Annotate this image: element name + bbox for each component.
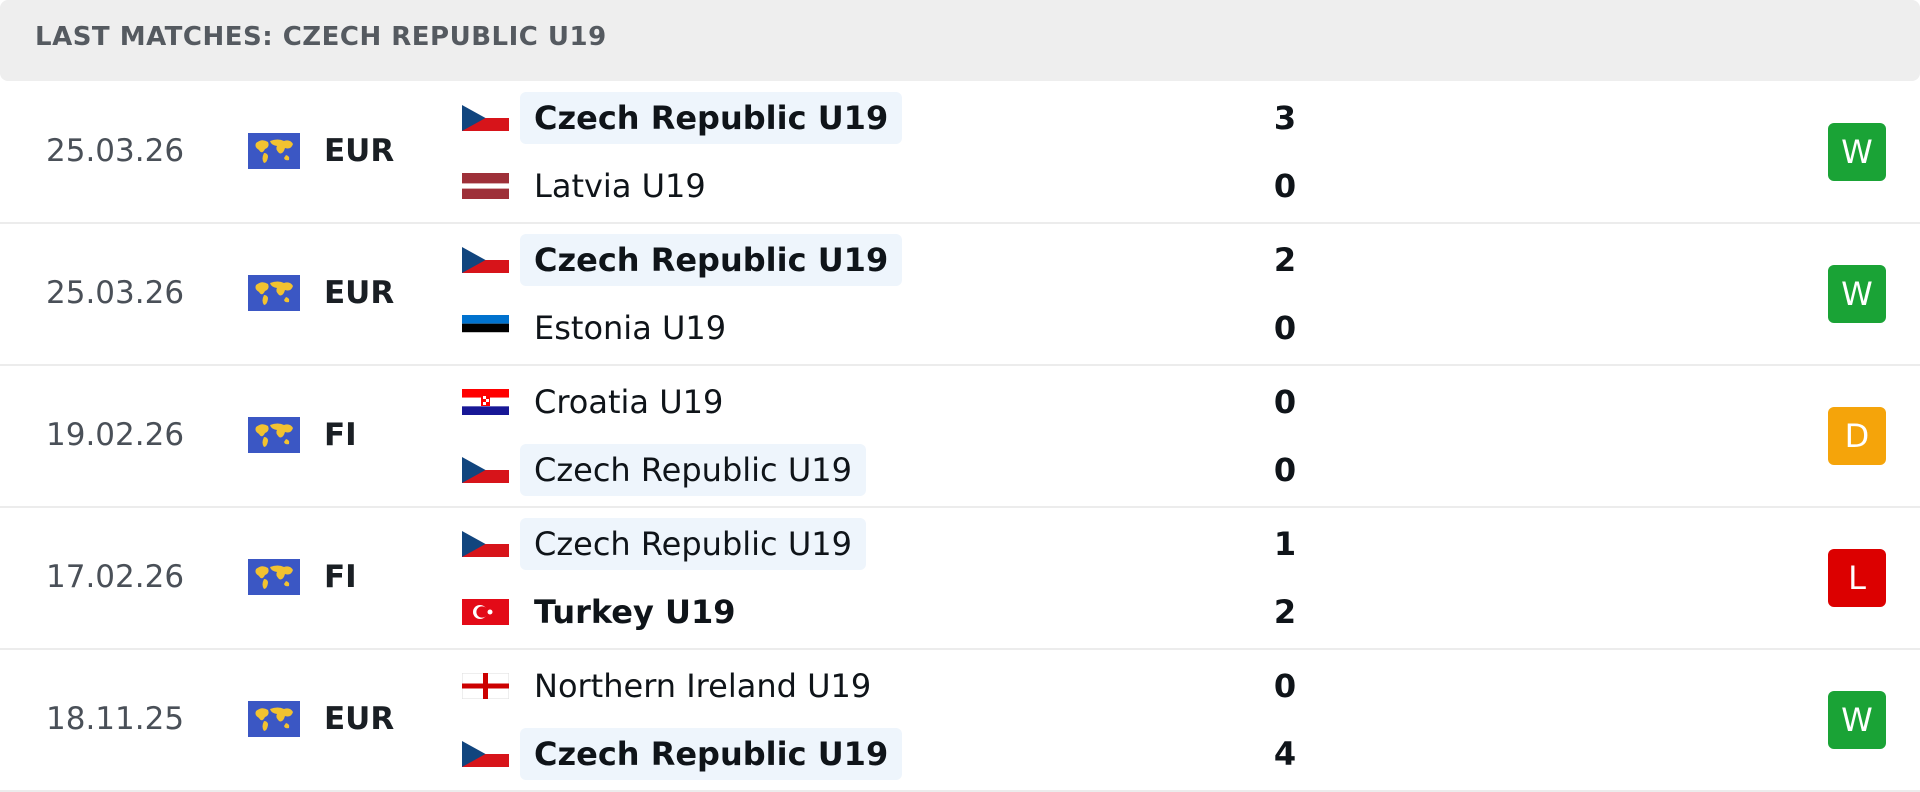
competition: FI — [324, 559, 357, 595]
team-flag — [462, 741, 509, 767]
result-badge: L — [1828, 549, 1886, 607]
team-name: Latvia U19 — [534, 167, 706, 205]
team-away: Turkey U19 — [462, 586, 1162, 638]
team-home: Northern Ireland U19 — [462, 660, 1162, 712]
competition-icon — [248, 275, 300, 311]
team-away: Czech Republic U19 — [462, 444, 1162, 496]
result-badge: W — [1828, 123, 1886, 181]
team-flag — [462, 315, 509, 341]
score: 4 — [1273, 735, 1297, 773]
competition-icon — [248, 133, 300, 169]
team-away: Czech Republic U19 — [462, 728, 1162, 780]
team-name: Czech Republic U19 — [520, 444, 866, 496]
team-flag — [462, 389, 509, 415]
score: 1 — [1273, 525, 1297, 563]
match-row[interactable]: 18.11.25 EUR Northern Ireland U19 0 Czec… — [0, 649, 1920, 792]
team-name: Estonia U19 — [534, 309, 727, 347]
result-badge: W — [1828, 691, 1886, 749]
match-row[interactable]: 17.02.26 FI Czech Republic U19 1 Turkey … — [0, 507, 1920, 650]
competition-icon — [248, 701, 300, 737]
score: 0 — [1273, 167, 1297, 205]
match-row[interactable]: 25.03.26 EUR Czech Republic U19 2 Estoni… — [0, 223, 1920, 366]
team-flag — [462, 531, 509, 557]
match-date: 18.11.25 — [46, 701, 185, 737]
score: 3 — [1273, 99, 1297, 137]
competition: EUR — [324, 275, 395, 311]
result-badge: W — [1828, 265, 1886, 323]
score: 2 — [1273, 241, 1297, 279]
score: 0 — [1273, 451, 1297, 489]
team-name: Turkey U19 — [534, 593, 736, 631]
competition: EUR — [324, 701, 395, 737]
team-flag — [462, 673, 509, 699]
score: 0 — [1273, 309, 1297, 347]
team-flag — [462, 599, 509, 625]
competition-icon — [248, 417, 300, 453]
team-name: Czech Republic U19 — [520, 92, 903, 144]
team-away: Estonia U19 — [462, 302, 1162, 354]
score: 2 — [1273, 593, 1297, 631]
match-date: 17.02.26 — [46, 559, 185, 595]
team-name: Croatia U19 — [534, 383, 724, 421]
competition: EUR — [324, 133, 395, 169]
team-flag — [462, 173, 509, 199]
team-home: Czech Republic U19 — [462, 92, 1162, 144]
result-badge: D — [1828, 407, 1886, 465]
team-home: Czech Republic U19 — [462, 234, 1162, 286]
score: 0 — [1273, 383, 1297, 421]
team-flag — [462, 247, 509, 273]
match-row[interactable]: 19.02.26 FI Croatia U19 0 Czech Republic… — [0, 365, 1920, 508]
match-date: 25.03.26 — [46, 133, 185, 169]
team-home: Czech Republic U19 — [462, 518, 1162, 570]
match-date: 19.02.26 — [46, 417, 185, 453]
team-name: Czech Republic U19 — [520, 518, 866, 570]
competition: FI — [324, 417, 357, 453]
team-flag — [462, 457, 509, 483]
team-flag — [462, 105, 509, 131]
team-name: Czech Republic U19 — [520, 728, 903, 780]
section-header: LAST MATCHES: CZECH REPUBLIC U19 — [0, 0, 1920, 81]
match-date: 25.03.26 — [46, 275, 185, 311]
competition-icon — [248, 559, 300, 595]
match-row[interactable]: 25.03.26 EUR Czech Republic U19 3 Latvia… — [0, 81, 1920, 224]
section-title: LAST MATCHES: CZECH REPUBLIC U19 — [35, 22, 607, 52]
score: 0 — [1273, 667, 1297, 705]
team-name: Czech Republic U19 — [520, 234, 903, 286]
team-name: Northern Ireland U19 — [534, 667, 872, 705]
team-away: Latvia U19 — [462, 160, 1162, 212]
team-home: Croatia U19 — [462, 376, 1162, 428]
